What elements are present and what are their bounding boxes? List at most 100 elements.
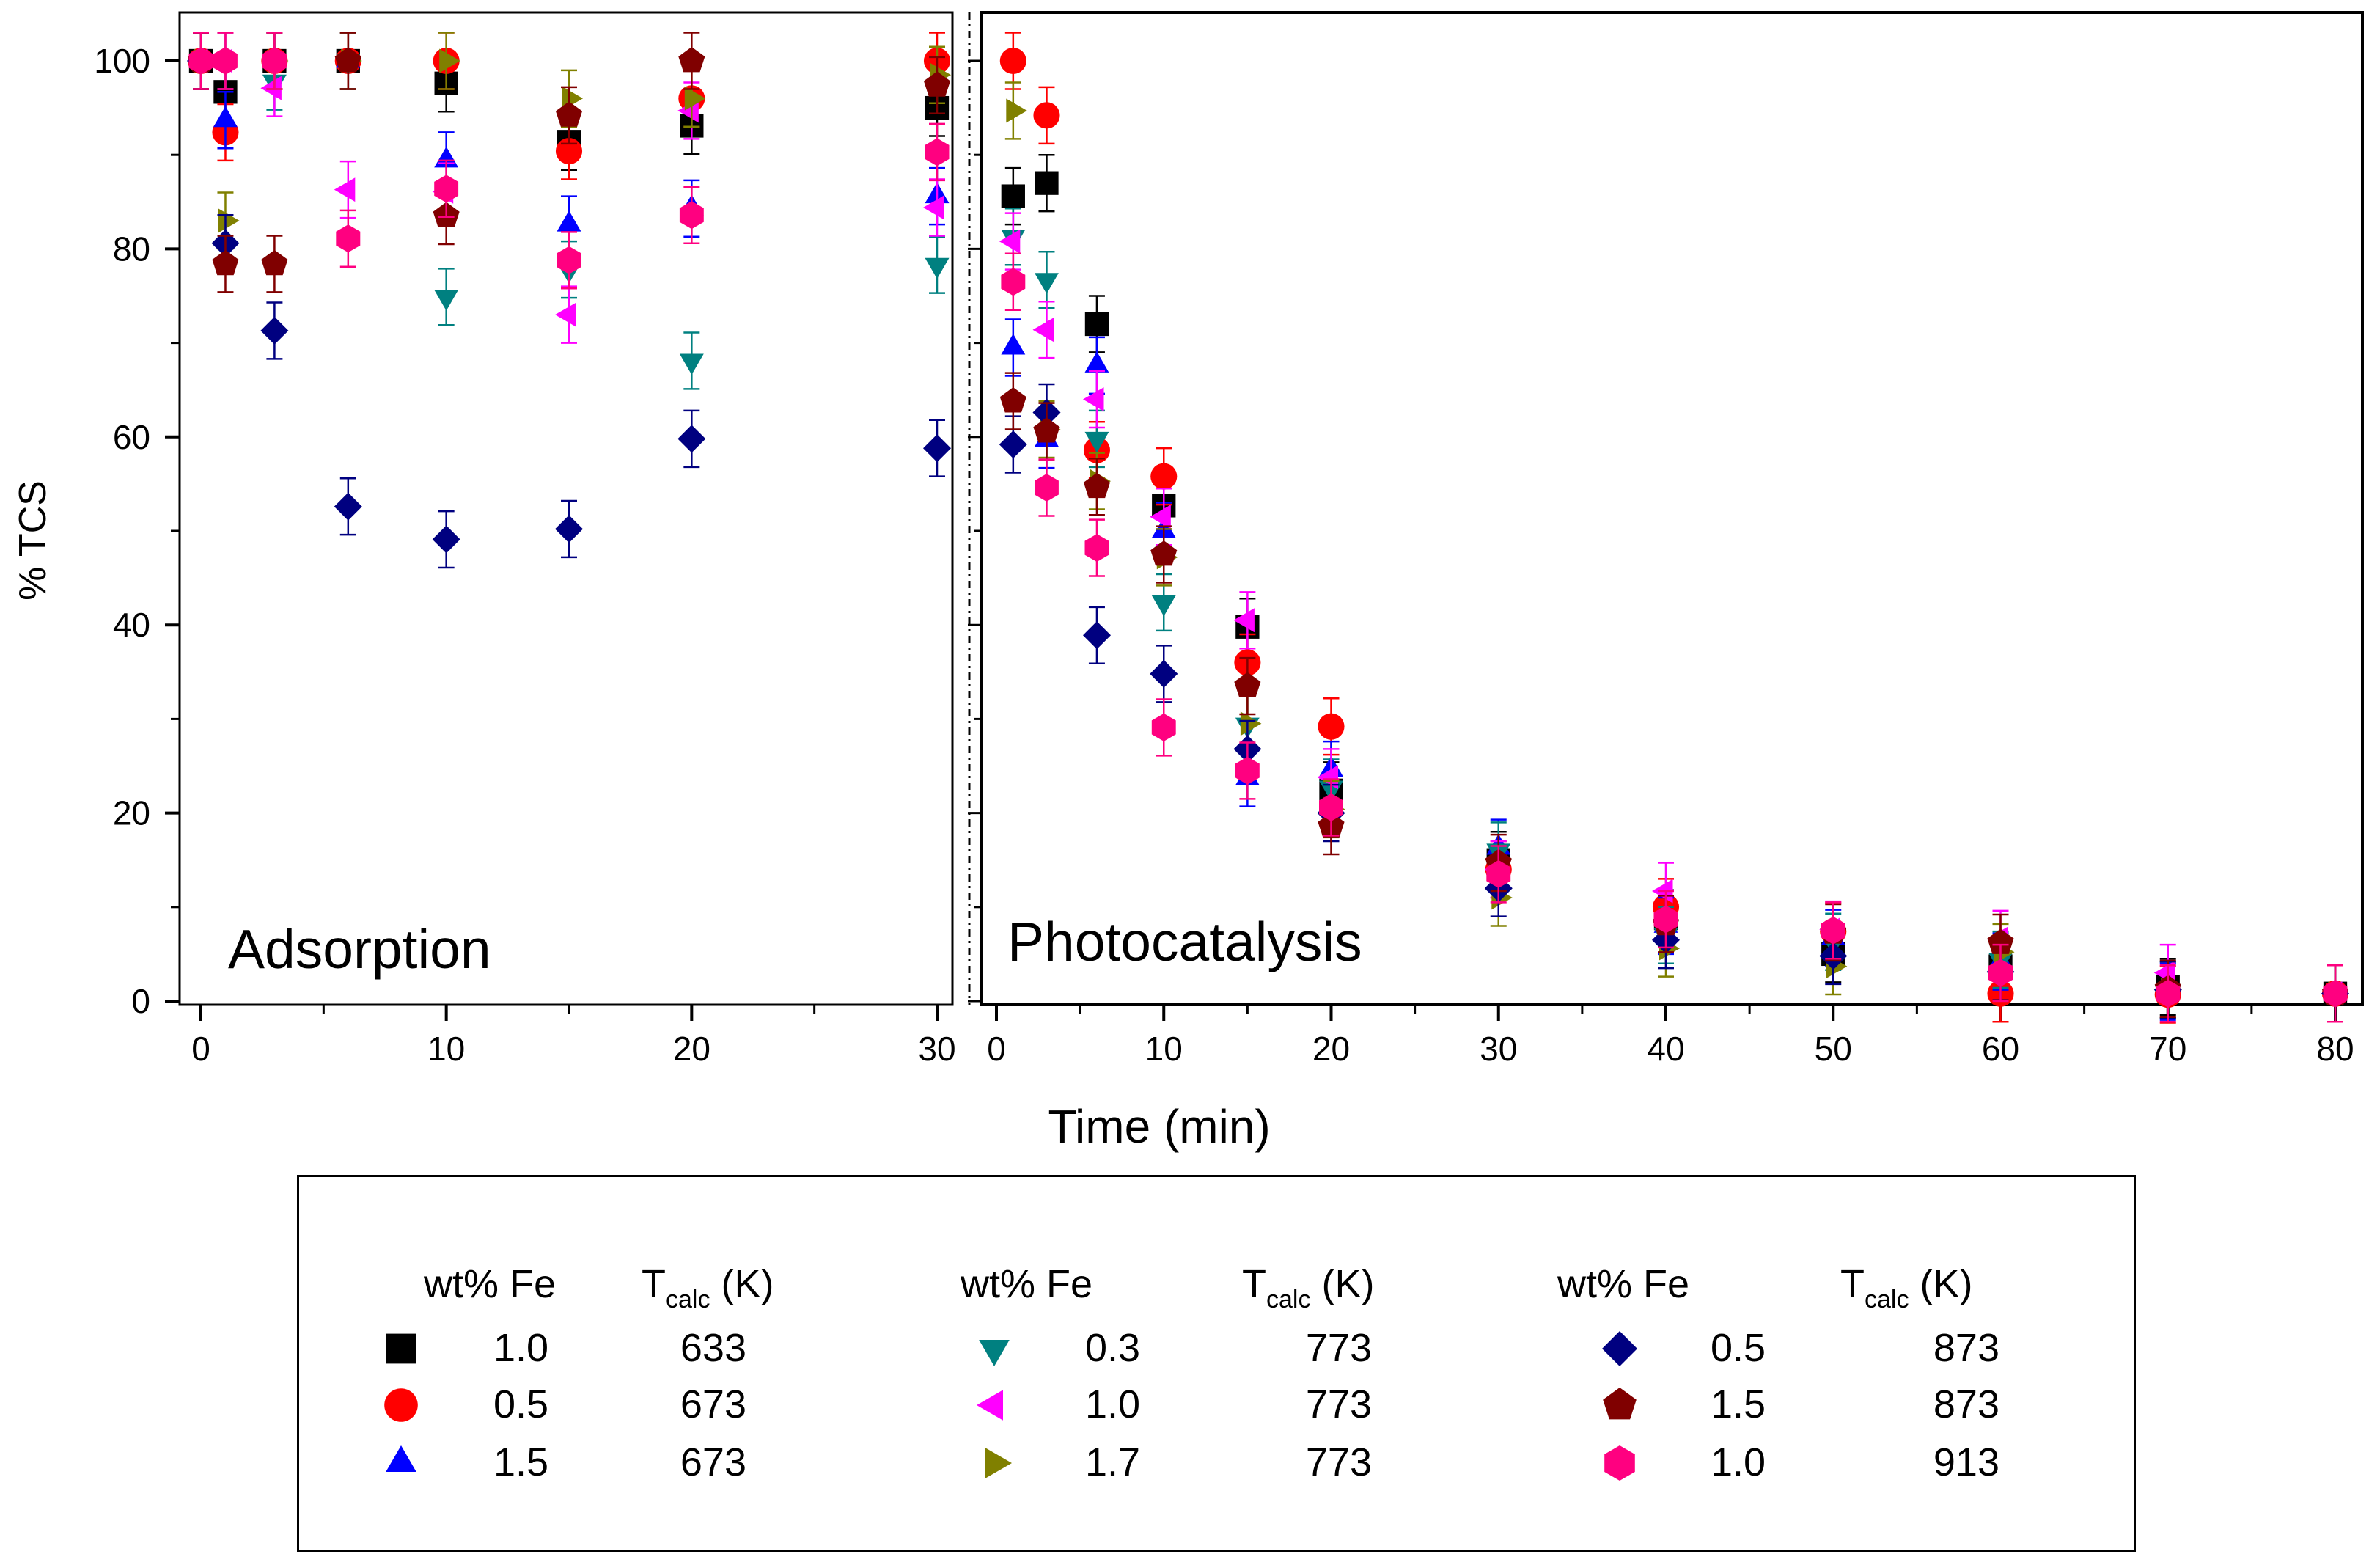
data-point [1033, 417, 1060, 443]
legend-t-unit: (K) [1909, 1262, 1973, 1306]
data-point [213, 106, 238, 128]
data-point [677, 425, 706, 453]
x-tick-label: 30 [1480, 1030, 1517, 1068]
legend-marker-square [386, 1333, 416, 1364]
y-axis-title: % TCS [12, 480, 54, 601]
x-tick-label: 10 [1145, 1030, 1183, 1068]
data-point [188, 47, 213, 75]
x-tick-label: 0 [191, 1030, 210, 1068]
data-point [1486, 860, 1511, 888]
data-point [1032, 318, 1054, 342]
panel-photocatalysis: 0 10 20 30 40 50 60 70 80 Photocatalysis [968, 11, 2364, 1068]
pentagon-icon [1603, 1388, 1637, 1420]
legend-wt: 1.0 [1085, 1382, 1141, 1426]
legend-tcalc: 913 [1933, 1440, 1999, 1484]
data-point [434, 175, 459, 203]
legend-marker-pentagon [1603, 1388, 1637, 1420]
data-point [999, 430, 1027, 459]
legend-tcalc: 873 [1933, 1326, 1999, 1370]
data-point [1083, 621, 1111, 650]
legend-wt: 0.5 [1711, 1326, 1766, 1370]
panel-adsorption: 0 10 20 30 0 20 40 60 80 100 Adsorption [94, 11, 956, 1068]
series-square-1.0-633 [1001, 153, 2348, 1023]
legend-wt: 1.5 [1711, 1382, 1766, 1426]
legend-wt: 0.3 [1085, 1326, 1141, 1370]
panel-label: Photocatalysis [1007, 911, 1362, 972]
data-point [1150, 505, 1171, 529]
data-point [334, 492, 362, 521]
data-point [1084, 351, 1109, 373]
data-point [434, 290, 459, 311]
data-point [260, 76, 282, 100]
x-tick-label: 30 [918, 1030, 955, 1068]
data-point [336, 224, 361, 253]
data-point [1988, 959, 2013, 987]
triangle-down-icon [979, 1340, 1010, 1366]
data-point [1240, 711, 1262, 736]
data-point [1035, 273, 1059, 294]
circle-icon [384, 1388, 418, 1422]
plot-frame [980, 11, 2364, 1006]
data-point [260, 316, 289, 345]
data-point [1035, 171, 1059, 195]
legend-tcalc: 773 [1305, 1382, 1372, 1426]
data-point [434, 146, 459, 168]
legend-header-tcalc: Tcalc (K) [1242, 1261, 1374, 1314]
data-point [557, 210, 581, 232]
series-triangle-left-1.0-773 [187, 32, 945, 344]
x-tick-label: 10 [427, 1030, 465, 1068]
data-point [1653, 905, 1678, 934]
data-point [2156, 979, 2181, 1008]
data-point [1151, 595, 1176, 617]
data-point [1150, 659, 1178, 688]
data-point [1150, 463, 1178, 490]
y-tick-label: 20 [113, 794, 150, 832]
legend-header-wt: wt% Fe [961, 1262, 1093, 1306]
x-tick-label: 0 [987, 1030, 1006, 1068]
legend-tcalc: 873 [1933, 1382, 1999, 1426]
data-point [213, 47, 238, 75]
data-point [1318, 713, 1345, 740]
legend-t: T [642, 1262, 666, 1306]
data-point [999, 47, 1026, 75]
data-point [679, 201, 704, 230]
legend-header-wt: wt% Fe [1557, 1262, 1690, 1306]
triangle-left-icon [977, 1390, 1003, 1421]
hexagon-icon [1604, 1445, 1635, 1481]
data-point [1235, 756, 1260, 785]
data-point [1821, 916, 1845, 945]
legend-tcalc: 673 [680, 1382, 746, 1426]
legend-wt: 1.0 [1711, 1440, 1766, 1484]
data-point [1319, 793, 1343, 821]
x-tick-label: 60 [1982, 1030, 2019, 1068]
data-point [1233, 608, 1255, 633]
y-tick-label: 40 [113, 606, 150, 644]
y-tick-label: 80 [113, 230, 150, 268]
legend-header-tcalc: Tcalc (K) [1840, 1261, 1972, 1314]
legend-wt: 1.0 [493, 1326, 549, 1370]
data-point [923, 434, 951, 463]
legend-wt: 1.5 [493, 1440, 549, 1484]
legend-tcalc: 673 [680, 1440, 746, 1484]
x-tick-label: 50 [1815, 1030, 1852, 1068]
data-point [2323, 979, 2348, 1008]
legend-wt: 0.5 [493, 1382, 549, 1426]
data-point [1987, 928, 2014, 954]
data-point [684, 86, 706, 111]
legend-marker-circle [384, 1388, 418, 1422]
x-tick-label: 80 [2316, 1030, 2354, 1068]
legend-marker-triangle-up [386, 1445, 416, 1472]
plot-frame [178, 11, 954, 1006]
data-point [925, 257, 950, 279]
data-point [439, 48, 460, 73]
legend-marker-diamond [1602, 1331, 1637, 1366]
panel-label: Adsorption [228, 918, 491, 980]
data-point [1006, 98, 1027, 123]
data-point [1001, 334, 1026, 355]
data-point [1084, 312, 1109, 337]
x-tick-label: 20 [673, 1030, 710, 1068]
data-point [1084, 431, 1109, 453]
square-icon [386, 1333, 416, 1364]
series-triangle-right-1.7-773 [1004, 81, 2349, 1023]
